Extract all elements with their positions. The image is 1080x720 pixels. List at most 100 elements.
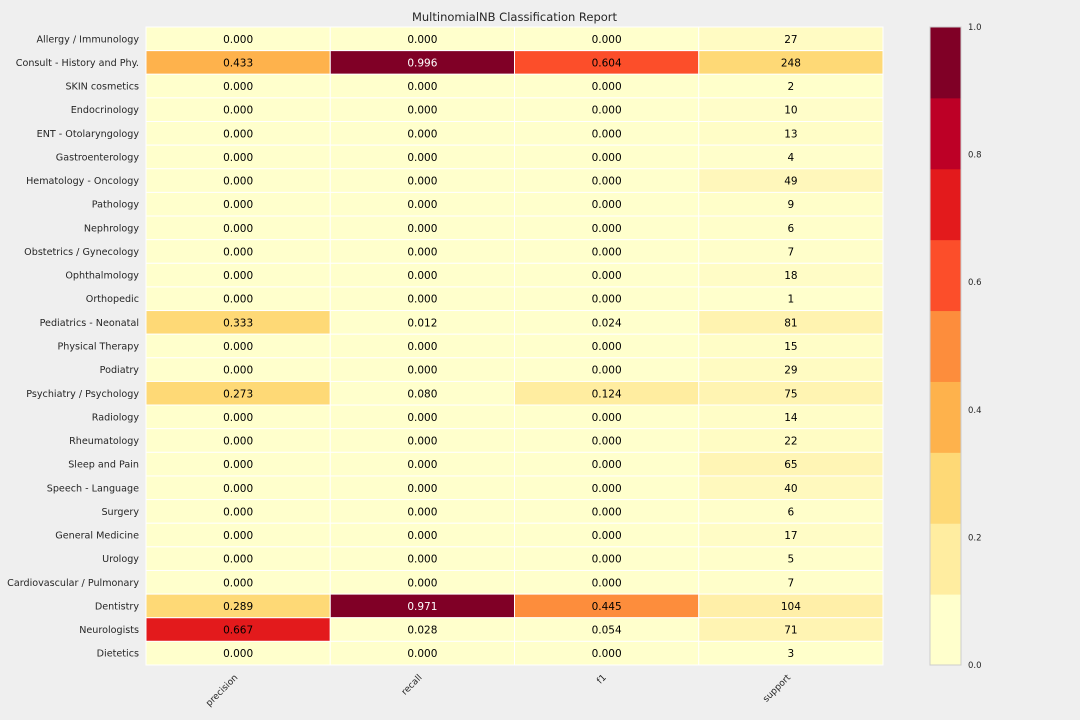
cell-value-label: 104 bbox=[781, 601, 801, 613]
cell-value-label: 0.000 bbox=[223, 199, 253, 211]
row-label: Physical Therapy bbox=[57, 342, 139, 353]
colorbar-segment bbox=[930, 452, 961, 524]
cell-value-label: 9 bbox=[788, 199, 795, 211]
cell-value-label: 0.000 bbox=[407, 199, 437, 211]
cell-value-label: 27 bbox=[784, 34, 797, 46]
cell-value-label: 40 bbox=[784, 483, 797, 495]
cell-value-label: 0.000 bbox=[592, 128, 622, 140]
column-label: recall bbox=[400, 673, 424, 697]
row-label: General Medicine bbox=[55, 531, 139, 542]
cell-value-label: 0.000 bbox=[223, 459, 253, 471]
cell-value-label: 1 bbox=[788, 294, 795, 306]
cell-value-label: 0.667 bbox=[223, 625, 253, 637]
cell-value-label: 0.000 bbox=[223, 128, 253, 140]
cell-value-label: 0.000 bbox=[592, 223, 622, 235]
cell-value-label: 0.000 bbox=[592, 294, 622, 306]
cell-value-label: 0.000 bbox=[407, 176, 437, 188]
cell-value-label: 0.000 bbox=[223, 105, 253, 117]
cell-value-label: 0.012 bbox=[407, 317, 437, 329]
cell-value-label: 0.000 bbox=[407, 246, 437, 258]
row-label: Ophthalmology bbox=[65, 271, 139, 282]
cell-value-label: 0.000 bbox=[592, 506, 622, 518]
cell-value-label: 248 bbox=[781, 57, 801, 69]
row-label: Dentistry bbox=[95, 601, 140, 612]
colorbar-tick-label: 0.6 bbox=[968, 278, 982, 288]
cell-value-label: 5 bbox=[788, 554, 795, 566]
cell-value-label: 0.000 bbox=[223, 81, 253, 93]
cell-value-label: 75 bbox=[784, 388, 797, 400]
column-label: precision bbox=[204, 673, 240, 709]
colorbar-segment bbox=[930, 594, 961, 666]
cell-value-label: 0.000 bbox=[592, 176, 622, 188]
cell-value-label: 0.996 bbox=[407, 57, 437, 69]
cell-value-label: 81 bbox=[784, 317, 797, 329]
cell-value-label: 0.333 bbox=[223, 317, 253, 329]
cell-value-label: 0.000 bbox=[407, 483, 437, 495]
cell-value-label: 0.000 bbox=[223, 412, 253, 424]
cell-value-label: 65 bbox=[784, 459, 797, 471]
row-label: SKIN cosmetics bbox=[65, 82, 139, 93]
row-label: Rheumatology bbox=[69, 436, 139, 447]
colorbar-segment bbox=[930, 97, 961, 170]
colorbar-segment bbox=[930, 27, 961, 99]
colorbar-tick-label: 0.0 bbox=[968, 661, 982, 671]
cell-value-label: 0.971 bbox=[407, 601, 437, 613]
cell-value-label: 29 bbox=[784, 365, 797, 377]
colorbar-tick-label: 1.0 bbox=[968, 23, 982, 33]
cell-value-label: 0.000 bbox=[407, 459, 437, 471]
cell-value-label: 0.000 bbox=[592, 105, 622, 117]
cell-value-label: 0.028 bbox=[407, 625, 437, 637]
cell-value-label: 7 bbox=[788, 246, 795, 258]
cell-value-label: 0.000 bbox=[592, 341, 622, 353]
cell-value-label: 0.000 bbox=[223, 223, 253, 235]
row-label: Pathology bbox=[92, 200, 140, 211]
cell-value-label: 0.000 bbox=[592, 648, 622, 660]
cell-value-label: 0.000 bbox=[592, 436, 622, 448]
cell-value-label: 0.000 bbox=[223, 246, 253, 258]
cell-value-label: 13 bbox=[784, 128, 797, 140]
cell-value-label: 0.054 bbox=[592, 625, 622, 637]
cell-value-label: 10 bbox=[784, 105, 797, 117]
row-label: Hematology - Oncology bbox=[26, 176, 139, 187]
row-label: Nephrology bbox=[84, 223, 139, 234]
cell-value-label: 17 bbox=[784, 530, 797, 542]
cell-value-label: 0.000 bbox=[223, 483, 253, 495]
row-label: Surgery bbox=[101, 507, 139, 518]
heatmap-cell bbox=[698, 640, 884, 666]
cell-value-label: 0.000 bbox=[223, 176, 253, 188]
cell-value-label: 0.000 bbox=[223, 294, 253, 306]
cell-value-label: 0.000 bbox=[223, 554, 253, 566]
row-label: Dietetics bbox=[97, 649, 139, 660]
cell-value-label: 0.000 bbox=[592, 530, 622, 542]
cell-value-label: 0.000 bbox=[592, 81, 622, 93]
cell-value-label: 49 bbox=[784, 176, 797, 188]
column-label: support bbox=[761, 673, 793, 705]
cell-value-label: 0.000 bbox=[592, 412, 622, 424]
cell-value-label: 0.000 bbox=[407, 223, 437, 235]
cell-value-label: 0.000 bbox=[592, 577, 622, 589]
cell-value-label: 0.000 bbox=[592, 199, 622, 211]
cell-value-label: 0.000 bbox=[407, 81, 437, 93]
cell-value-label: 0.000 bbox=[223, 648, 253, 660]
cell-value-label: 0.000 bbox=[407, 341, 437, 353]
cell-value-label: 0.000 bbox=[407, 365, 437, 377]
cell-value-label: 0.000 bbox=[223, 530, 253, 542]
cell-value-label: 71 bbox=[784, 625, 797, 637]
cell-value-label: 0.000 bbox=[592, 34, 622, 46]
colorbar-tick-label: 0.8 bbox=[968, 151, 982, 161]
cell-value-label: 0.000 bbox=[592, 365, 622, 377]
cell-value-label: 0.604 bbox=[592, 57, 622, 69]
cell-value-label: 0.445 bbox=[592, 601, 622, 613]
cell-value-label: 22 bbox=[784, 436, 797, 448]
row-label: Orthopedic bbox=[86, 294, 139, 305]
row-label: Podiatry bbox=[100, 365, 140, 376]
cell-value-label: 0.000 bbox=[407, 34, 437, 46]
cell-value-label: 0.000 bbox=[223, 34, 253, 46]
cell-value-label: 0.000 bbox=[223, 341, 253, 353]
column-label: f1 bbox=[595, 673, 608, 686]
cell-value-label: 0.000 bbox=[407, 294, 437, 306]
colorbar-segment bbox=[930, 310, 961, 382]
cell-value-label: 0.000 bbox=[592, 152, 622, 164]
cell-value-label: 0.124 bbox=[592, 388, 622, 400]
cell-value-label: 0.024 bbox=[592, 317, 622, 329]
